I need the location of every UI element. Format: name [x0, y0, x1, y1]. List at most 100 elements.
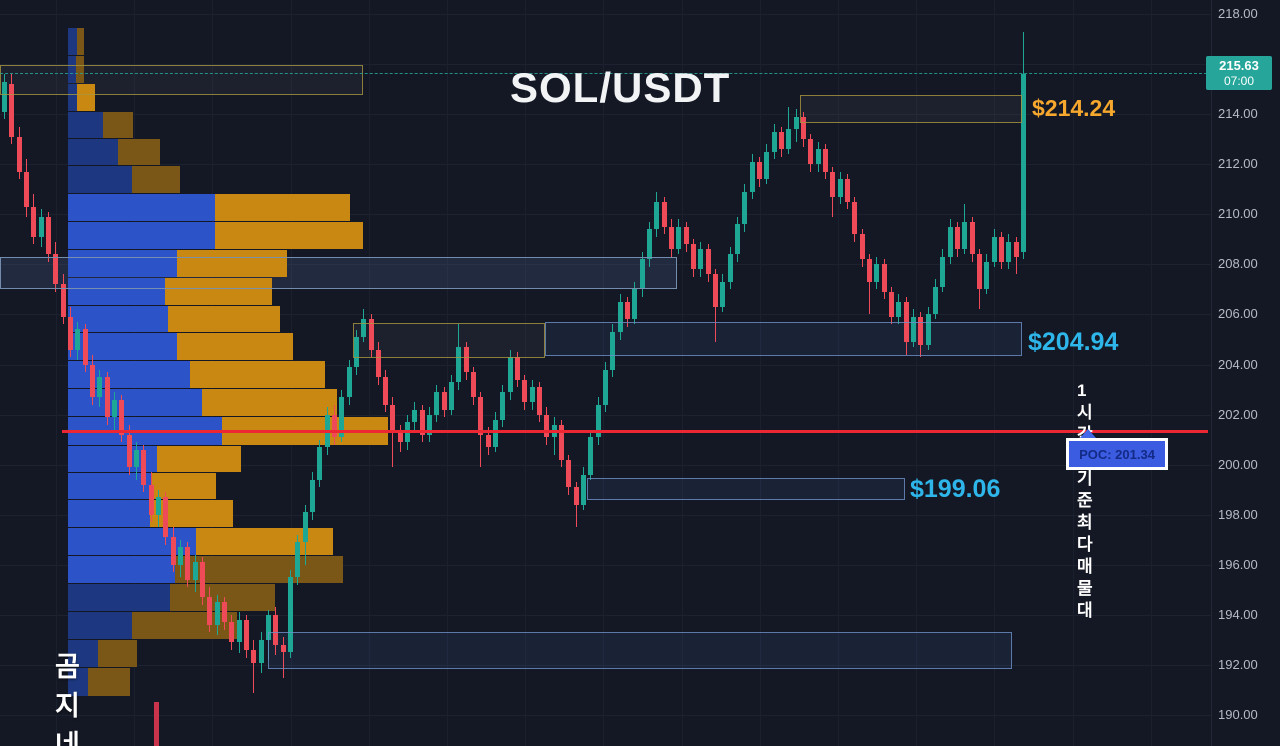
- poc-tooltip-arrow-icon: [1080, 429, 1096, 438]
- candle: [23, 159, 29, 217]
- candle: [192, 554, 198, 593]
- candle-body: [639, 259, 645, 290]
- gridline-vertical: [525, 0, 526, 746]
- candle: [89, 354, 95, 405]
- candle-body: [2, 81, 7, 112]
- candle: [317, 439, 323, 488]
- candle-body: [698, 249, 704, 270]
- gridline-vertical: [682, 0, 683, 746]
- candle-body: [573, 487, 579, 505]
- candle-body: [23, 171, 29, 207]
- candle: [427, 407, 433, 443]
- candle: [947, 219, 953, 265]
- candle: [800, 111, 806, 147]
- gridline-horizontal: [0, 414, 1212, 416]
- zone-border-mid-supply-208-blue: [0, 256, 677, 290]
- gridline-vertical: [1151, 0, 1152, 746]
- candle-body: [962, 221, 968, 250]
- candle: [280, 637, 286, 678]
- candle-body: [38, 216, 44, 237]
- volume-profile-bar-buy: [68, 528, 196, 555]
- volume-profile-bar-sell: [177, 333, 293, 360]
- candle-body: [683, 226, 689, 245]
- candle-body: [419, 409, 425, 435]
- candle-body: [515, 357, 521, 380]
- candle: [478, 392, 484, 468]
- gridline-horizontal: [0, 514, 1212, 516]
- gridline-vertical: [838, 0, 839, 746]
- axis-tick-label: 206.00: [1218, 306, 1258, 322]
- candle-body: [170, 537, 176, 565]
- axis-tick-label: 212.00: [1218, 156, 1258, 172]
- axis-tick-label: 214.00: [1218, 106, 1258, 122]
- candle-body: [676, 226, 682, 250]
- gridline-vertical: [447, 0, 448, 746]
- candle-body: [331, 414, 337, 438]
- candle: [38, 209, 44, 247]
- candle: [449, 374, 455, 415]
- gridline-horizontal: [0, 164, 1212, 166]
- candle-body: [31, 206, 37, 237]
- candle: [588, 429, 594, 480]
- candle: [251, 640, 257, 693]
- candle: [566, 454, 572, 495]
- candle-body: [163, 497, 169, 538]
- axis-tick-label: 194.00: [1218, 606, 1258, 622]
- gridline-horizontal: [0, 314, 1212, 316]
- candle-body: [295, 542, 301, 578]
- candle: [969, 216, 975, 262]
- candle: [595, 397, 601, 445]
- volume-profile-bar-buy: [68, 166, 132, 193]
- candle: [2, 74, 7, 120]
- candle: [75, 321, 81, 360]
- zone-border-demand-192: [268, 632, 1012, 669]
- axis-tick-label: 192.00: [1218, 657, 1258, 673]
- volume-profile-bar-buy: [68, 612, 132, 639]
- candle-body: [265, 614, 271, 640]
- volume-profile-bar-sell: [88, 668, 130, 696]
- candle: [925, 306, 931, 350]
- candle-body: [918, 316, 924, 345]
- candle-body: [390, 404, 396, 433]
- candle-body: [449, 382, 455, 410]
- candle: [177, 539, 183, 578]
- candle-body: [588, 437, 594, 475]
- candle-body: [258, 639, 264, 663]
- candle: [104, 372, 110, 425]
- candle: [603, 362, 609, 413]
- last-price-badge: 215.63 07:00: [1206, 56, 1272, 91]
- candle: [551, 417, 557, 455]
- price-axis[interactable]: 218.00216.00214.00212.00210.00208.00206.…: [1206, 0, 1280, 746]
- axis-tick-label: 200.00: [1218, 456, 1258, 472]
- candle: [625, 296, 631, 327]
- candle-body: [75, 329, 81, 350]
- volume-profile-bar-buy: [68, 584, 170, 611]
- candle-body: [896, 301, 902, 317]
- candle: [647, 221, 653, 267]
- candle-body: [727, 254, 733, 282]
- candle: [940, 249, 946, 292]
- candle-body: [544, 414, 550, 438]
- volume-profile-bar-buy: [68, 640, 98, 667]
- candle: [976, 249, 982, 310]
- candle-body: [119, 399, 125, 435]
- candle: [529, 379, 535, 410]
- candle: [815, 141, 821, 172]
- candle: [133, 442, 139, 480]
- poc-annotation-line2: 최다 매물대: [1077, 513, 1093, 620]
- volume-profile-bar-sell: [196, 528, 333, 555]
- volume-profile-bar-buy: [68, 28, 77, 55]
- gridline-horizontal: [0, 464, 1212, 466]
- candle: [852, 196, 858, 242]
- volume-profile-bar-buy: [68, 668, 88, 696]
- axis-tick-label: 210.00: [1218, 206, 1258, 222]
- candle-wick: [868, 254, 870, 315]
- candle-body: [148, 484, 154, 515]
- gridline-horizontal: [0, 64, 1212, 66]
- candle: [155, 489, 161, 528]
- zone-fill-upper-supply-left: [0, 65, 363, 96]
- candle: [962, 204, 968, 255]
- volume-profile-bar-buy: [68, 112, 103, 138]
- candle: [522, 374, 528, 410]
- candle: [617, 294, 623, 340]
